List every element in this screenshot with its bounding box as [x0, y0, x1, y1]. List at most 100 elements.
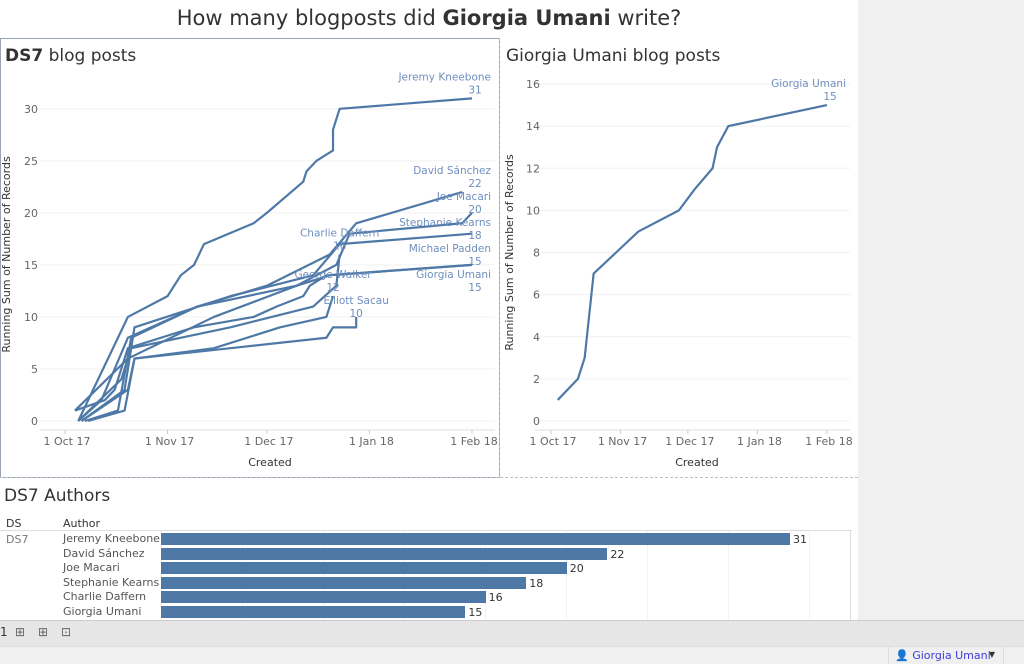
y-axis-title: Running Sum of Number of Records [0, 156, 13, 353]
x-tick-label: 1 Jan 18 [737, 435, 782, 448]
series-line[interactable] [77, 254, 341, 422]
x-tick-label: 1 Oct 17 [529, 435, 576, 448]
bar-value-label: 18 [529, 576, 544, 590]
y-tick-label: 16 [526, 78, 540, 91]
series-line[interactable] [556, 103, 828, 401]
new-story-icon[interactable]: ⊡ [61, 625, 72, 639]
series-name-label: Joe Macari [436, 191, 491, 203]
y-tick-label: 6 [533, 289, 540, 302]
series-name-label: Giorgia Umani [416, 269, 491, 281]
y-tick-label: 4 [533, 331, 540, 344]
new-dashboard-icon[interactable]: ⊞ [38, 625, 49, 639]
series-name-label: David Sánchez [413, 165, 491, 177]
sheet-tab[interactable]: 1 [0, 625, 8, 639]
user-menu[interactable]: 👤 Giorgia Umani ▼ [888, 646, 1004, 664]
x-axis-title: Created [248, 456, 292, 469]
y-tick-label: 8 [533, 247, 540, 260]
chevron-down-icon: ▼ [988, 650, 995, 659]
author-bar[interactable] [161, 533, 790, 545]
sheet-tab-bar: 1 ⊞ ⊞ ⊡ [0, 620, 1024, 646]
column-header-ds[interactable]: DS [6, 517, 22, 530]
x-axis-title: Created [675, 456, 719, 469]
series-value-label: 10 [349, 308, 362, 320]
title-bold: DS7 [5, 46, 44, 66]
x-tick-label: 1 Nov 17 [145, 435, 194, 448]
series-line[interactable] [74, 212, 473, 412]
ds7-chart-title: DS7 blog posts [5, 46, 136, 66]
x-tick-label: 1 Oct 17 [43, 435, 90, 448]
series-value-label: 15 [823, 91, 836, 103]
author-bar[interactable] [161, 591, 486, 603]
y-tick-label: 14 [526, 120, 540, 133]
author-name: Joe Macari [63, 561, 120, 574]
gridline [323, 531, 324, 620]
author-bar[interactable] [161, 547, 608, 560]
series-value-label: 16 [333, 241, 347, 253]
author-bar[interactable] [161, 562, 567, 574]
gridline [566, 531, 567, 620]
series-value-label: 31 [468, 84, 481, 96]
status-bar [0, 646, 1024, 664]
y-tick-label: 20 [24, 207, 38, 220]
y-tick-label: 2 [533, 373, 540, 386]
bar-value-label: 20 [569, 562, 584, 575]
series-value-label: 20 [468, 204, 481, 216]
title-rest: blog posts [43, 46, 137, 66]
series-line[interactable] [80, 232, 473, 422]
series-name-label: Charlie Daffern [300, 228, 379, 240]
series-value-label: 12 [326, 282, 339, 294]
x-tick-label: 1 Dec 17 [244, 435, 293, 448]
panel-divider [0, 477, 858, 478]
title-text: write? [610, 6, 682, 30]
title-text: How many blogposts did [176, 6, 443, 30]
series-value-label: 15 [468, 256, 481, 268]
gridline [404, 531, 405, 620]
gridline [161, 531, 162, 620]
series-name-label: Michael Padden [409, 243, 491, 255]
series-value-label: 22 [468, 178, 481, 190]
y-tick-label: 25 [24, 155, 38, 168]
panel-divider [499, 38, 500, 478]
author-bar[interactable] [161, 576, 527, 589]
gridline [485, 531, 486, 620]
table-border [850, 530, 851, 620]
series-name-label: George Walker [294, 269, 372, 281]
ds-cell: DS7 [6, 533, 29, 546]
series-name-label: Stephanie Kearns [399, 217, 491, 229]
y-tick-label: 12 [526, 162, 540, 175]
y-tick-label: 10 [526, 204, 540, 217]
gridline [809, 531, 810, 620]
x-tick-label: 1 Feb 18 [805, 435, 852, 448]
x-tick-label: 1 Nov 17 [598, 435, 647, 448]
author-bar[interactable] [161, 605, 466, 618]
column-header-author[interactable]: Author [63, 517, 101, 530]
x-tick-label: 1 Feb 18 [450, 435, 497, 448]
author-name: Jeremy Kneebone [63, 532, 160, 545]
authors-table-title: DS7 Authors [4, 486, 111, 506]
user-name: Giorgia Umani [912, 649, 991, 662]
author-name: Giorgia Umani [63, 604, 142, 618]
x-tick-label: 1 Dec 17 [665, 435, 714, 448]
new-worksheet-icon[interactable]: ⊞ [15, 625, 26, 639]
series-value-label: 15 [468, 282, 481, 294]
y-tick-label: 15 [24, 259, 38, 272]
series-line[interactable] [87, 316, 358, 423]
y-axis-title: Running Sum of Number of Records [503, 154, 516, 351]
bar-value-label: 22 [610, 547, 625, 561]
series-line[interactable] [74, 263, 473, 412]
dashboard-title: How many blogposts did Giorgia Umani wri… [0, 6, 858, 30]
y-tick-label: 0 [533, 415, 540, 428]
series-line[interactable] [77, 97, 473, 422]
series-value-label: 18 [468, 230, 481, 242]
series-name-label: Jeremy Kneebone [397, 71, 491, 83]
y-tick-label: 5 [31, 363, 38, 376]
gridline [242, 531, 243, 620]
bar-value-label: 31 [793, 533, 807, 546]
